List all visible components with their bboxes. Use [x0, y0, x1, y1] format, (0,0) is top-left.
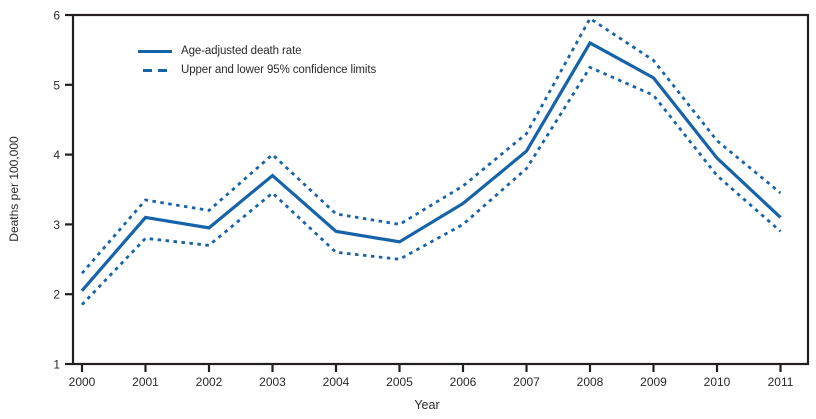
x-tick-label: 2008 [577, 375, 604, 389]
x-tick-label: 2006 [450, 375, 477, 389]
legend-item-confidence-limits: Upper and lower 95% confidence limits [138, 63, 376, 77]
x-tick-label: 2002 [196, 375, 223, 389]
y-tick-label: 4 [53, 148, 60, 162]
confidence-limit-line [80, 65, 782, 306]
y-tick-label: 1 [53, 358, 60, 372]
death-rate-line [80, 40, 782, 292]
x-tick-label: 2010 [704, 375, 731, 389]
confidence-limit-line [80, 16, 782, 275]
x-tick-label: 2003 [259, 375, 286, 389]
x-tick-label: 2011 [768, 375, 794, 389]
x-tick-label: 2004 [323, 375, 350, 389]
y-tick-label: 5 [53, 78, 60, 92]
plot-border [71, 13, 810, 366]
solid-line-swatch-icon [138, 49, 172, 53]
x-tick-label: 2007 [513, 375, 540, 389]
legend: Age-adjusted death rate Upper and lower … [138, 44, 376, 77]
legend-item-death-rate: Age-adjusted death rate [138, 44, 376, 58]
y-tick-label: 6 [53, 9, 60, 23]
x-tick-label: 2000 [69, 375, 96, 389]
legend-label: Age-adjusted death rate [181, 45, 302, 57]
legend-label: Upper and lower 95% confidence limits [181, 64, 377, 76]
y-tick-label: 2 [53, 288, 60, 302]
x-tick-label: 2001 [132, 375, 159, 389]
x-tick-label: 2009 [640, 375, 667, 389]
x-axis-title: Year [414, 398, 440, 412]
y-axis-title: Deaths per 100,000 [7, 136, 21, 242]
y-tick-label: 3 [53, 218, 60, 232]
x-tick-label: 2005 [386, 375, 413, 389]
dashed-line-swatch-icon [138, 68, 172, 72]
